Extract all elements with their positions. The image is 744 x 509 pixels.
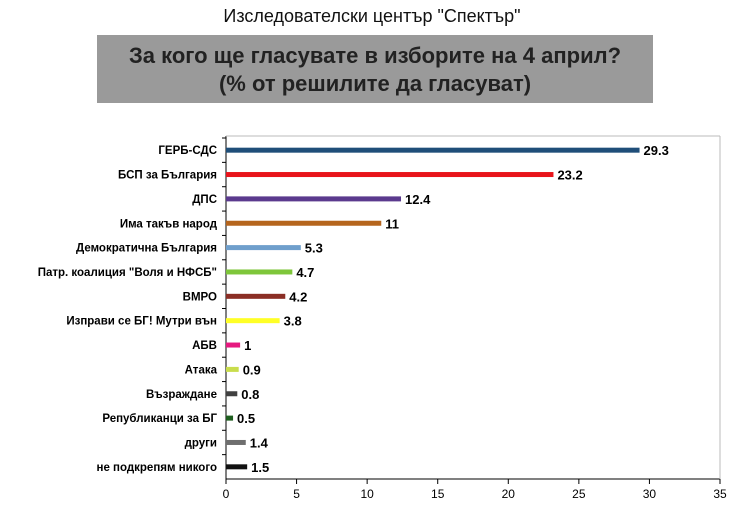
- category-label: ГЕРБ-СДС: [158, 145, 217, 157]
- x-tick-label: 0: [223, 487, 230, 501]
- value-label: 12.4: [405, 192, 431, 207]
- bar: [226, 269, 293, 275]
- category-label: БСП за България: [118, 170, 217, 182]
- bar: [226, 196, 402, 202]
- bar: [226, 415, 234, 421]
- bar: [226, 147, 640, 153]
- category-label: Републиканци за БГ: [102, 413, 217, 425]
- category-label: не подкрепям никого: [97, 462, 218, 474]
- category-label: други: [185, 437, 217, 449]
- x-tick-label: 5: [293, 487, 300, 501]
- category-label: Възраждане: [146, 389, 217, 401]
- x-tick-label: 15: [431, 487, 445, 501]
- value-label: 1.5: [251, 460, 269, 475]
- labels-layer: ГЕРБ-СДС 29.3 БСП за България 23.2 ДПС 12.4 Им…: [38, 143, 669, 475]
- axis-layer: 0 5 10 15 20 25 30 35: [222, 135, 727, 501]
- chart-title-box: За кого ще гласувате в изборите на 4 апр…: [97, 35, 653, 103]
- bars-layer: [226, 147, 640, 470]
- x-tick-label: 25: [572, 487, 586, 501]
- x-tick-label: 10: [360, 487, 374, 501]
- bar: [226, 220, 382, 226]
- category-label: Има такъв народ: [120, 218, 218, 230]
- bar: [226, 366, 239, 372]
- chart-title: За кого ще гласувате в изборите на 4 апр…: [128, 43, 622, 68]
- x-tick-label: 20: [502, 487, 516, 501]
- category-label: Изправи се БГ! Мутри вън: [66, 316, 217, 328]
- value-label: 5.3: [305, 241, 323, 256]
- value-label: 3.8: [284, 314, 302, 329]
- value-label: 0.8: [241, 387, 259, 402]
- value-label: 0.9: [243, 362, 261, 377]
- category-label: ДПС: [192, 194, 217, 206]
- category-label: АБВ: [192, 340, 217, 352]
- value-label: 1: [244, 338, 251, 353]
- value-label: 23.2: [557, 168, 582, 183]
- chart-subtitle: (% от решилите да гласуват): [218, 71, 532, 96]
- bar: [226, 293, 286, 299]
- chart-source: Изследователски център "Спектър": [223, 6, 521, 26]
- bar: [226, 439, 246, 445]
- category-label: ВМРО: [183, 291, 217, 303]
- bar: [226, 342, 241, 348]
- bar: [226, 464, 248, 470]
- x-tick-label: 35: [713, 487, 727, 501]
- bar: [226, 245, 301, 251]
- value-label: 1.4: [250, 435, 269, 450]
- value-label: 0.5: [237, 411, 255, 426]
- bar: [226, 391, 238, 397]
- value-label: 4.2: [289, 289, 307, 304]
- value-label: 29.3: [644, 143, 669, 158]
- category-label: Демократична България: [76, 243, 217, 255]
- x-tick-label: 30: [643, 487, 657, 501]
- value-label: 11: [385, 216, 399, 231]
- value-label: 4.7: [296, 265, 314, 280]
- bar: [226, 172, 554, 178]
- category-label: Патр. коалиция "Воля и НФСБ": [38, 267, 217, 279]
- category-label: Атака: [185, 364, 218, 376]
- bar: [226, 318, 280, 324]
